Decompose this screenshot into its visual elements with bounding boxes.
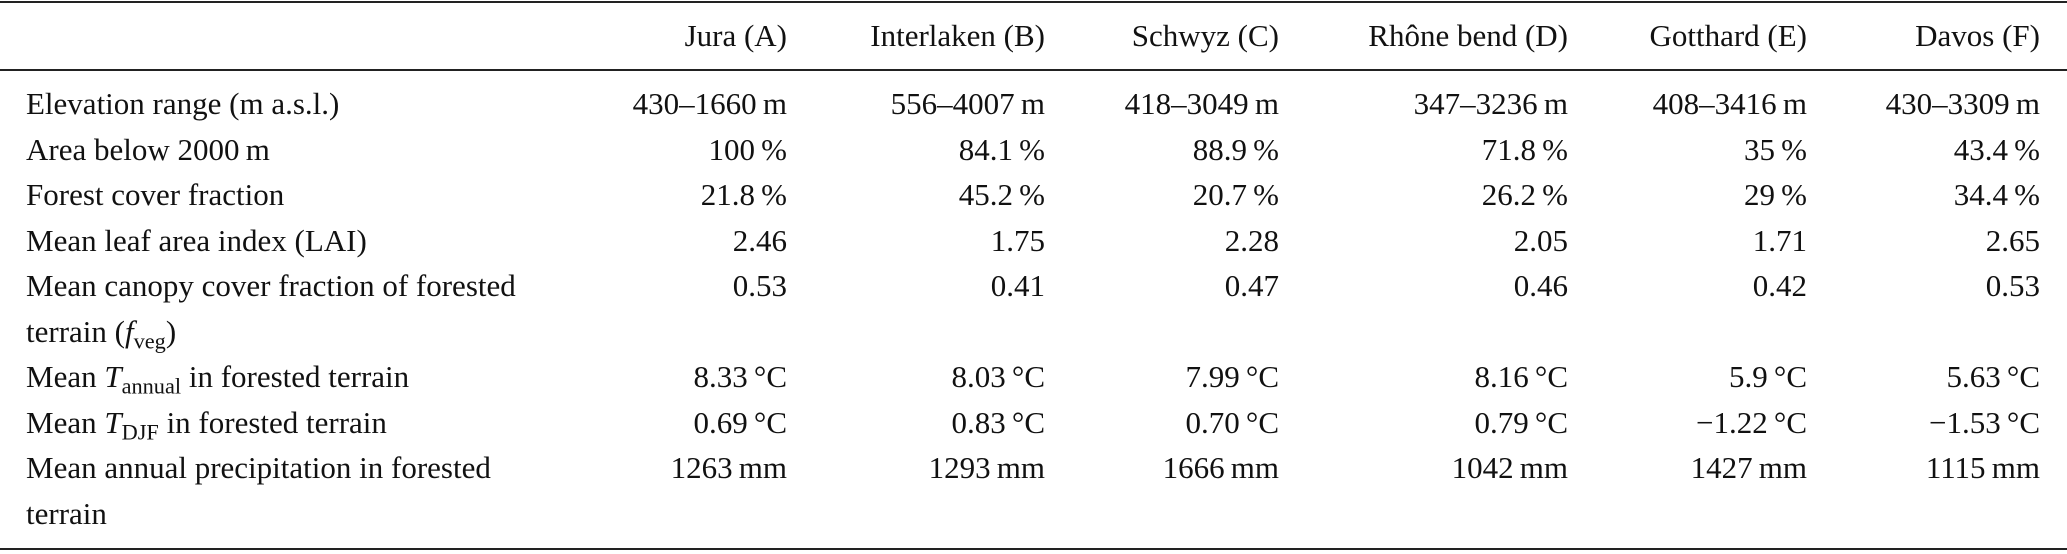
column-header: Rhône bend (D) bbox=[1368, 18, 1568, 53]
value-cell: 100 % bbox=[708, 131, 787, 167]
label-text: Mean canopy cover fraction of forested t… bbox=[26, 268, 516, 349]
label-text: Mean bbox=[26, 359, 105, 394]
value-cell: 1263 mm bbox=[670, 450, 787, 485]
label-text: veg bbox=[133, 328, 166, 354]
value-cell: 5.63 °C bbox=[1946, 359, 2040, 394]
column-header: Interlaken (B) bbox=[870, 18, 1045, 53]
value-cell: 0.79 °C bbox=[1474, 404, 1568, 440]
value-cell: 20.7 % bbox=[1192, 177, 1279, 212]
value-cell: 1427 mm bbox=[1690, 450, 1807, 485]
table-row: Forest cover fraction 21.8 % 45.2 % 20.7 % 2… bbox=[0, 172, 2067, 218]
value-cell: 29 % bbox=[1743, 177, 1807, 212]
value-cell: 0.42 bbox=[1752, 268, 1807, 303]
row-label: Mean canopy cover fraction of forested t… bbox=[0, 263, 526, 354]
header-row: Jura (A) Interlaken (B) Schwyz (C) Rhône be… bbox=[0, 2, 2067, 70]
column-header: Schwyz (C) bbox=[1131, 18, 1279, 53]
row-label: Area below 2000 m bbox=[0, 127, 526, 173]
value-cell: 0.70 °C bbox=[1185, 404, 1279, 440]
value-cell: 21.8 % bbox=[700, 177, 787, 212]
column-header: Jura (A) bbox=[684, 18, 787, 53]
value-cell: 84.1 % bbox=[958, 131, 1045, 167]
value-cell: 8.16 °C bbox=[1474, 359, 1568, 394]
table-row: Area below 2000 m 100 % 84.1 % 88.9 % 71.8 %… bbox=[0, 127, 2067, 173]
value-cell: 1115 mm bbox=[1925, 450, 2040, 485]
label-text: Mean leaf area index (LAI) bbox=[26, 222, 367, 258]
value-cell: 430–1660 m bbox=[632, 86, 787, 121]
row-label: Mean TDJF in forested terrain bbox=[0, 400, 526, 446]
table-row: Mean leaf area index (LAI) 2.46 1.75 2.28 2.… bbox=[0, 218, 2067, 264]
value-cell: 2.46 bbox=[732, 222, 787, 258]
value-cell: 430–3309 m bbox=[1885, 86, 2040, 121]
value-cell: 2.28 bbox=[1224, 222, 1279, 258]
value-cell: 26.2 % bbox=[1481, 177, 1568, 212]
corner-cell bbox=[0, 2, 526, 70]
label-text: in forested terrain bbox=[158, 404, 387, 440]
row-label: Elevation range (m a.s.l.) bbox=[0, 70, 526, 127]
table-row: Mean Tannual in forested terrain 8.33 °C 8… bbox=[0, 354, 2067, 400]
label-text: in forested terrain bbox=[181, 359, 410, 394]
value-cell: 0.47 bbox=[1224, 268, 1279, 303]
label-text: Mean bbox=[26, 404, 105, 440]
value-cell: 5.9 °C bbox=[1728, 359, 1807, 394]
value-cell: 45.2 % bbox=[958, 177, 1045, 212]
value-cell: 2.05 bbox=[1513, 222, 1568, 258]
table-body: Elevation range (m a.s.l.) 430–1660 m 556–… bbox=[0, 70, 2067, 549]
row-label: Mean annual precipitation in forested te… bbox=[0, 445, 526, 549]
value-cell: 8.33 °C bbox=[693, 359, 787, 394]
value-cell: 7.99 °C bbox=[1185, 359, 1279, 394]
label-text: annual bbox=[121, 373, 182, 399]
label-text: T bbox=[104, 404, 122, 440]
value-cell: 0.46 bbox=[1513, 268, 1568, 303]
value-cell: 1.71 bbox=[1752, 222, 1807, 258]
value-cell: 71.8 % bbox=[1481, 131, 1568, 167]
value-cell: 0.53 bbox=[1985, 268, 2040, 303]
label-text: T bbox=[104, 359, 122, 394]
value-cell: −1.22 °C bbox=[1695, 404, 1807, 440]
label-text: Mean annual precipitation in forested te… bbox=[26, 450, 491, 531]
label-text: DJF bbox=[121, 419, 159, 445]
label-text: ) bbox=[165, 313, 177, 349]
column-header: Gotthard (E) bbox=[1649, 18, 1807, 53]
label-text: Elevation range (m a.s.l.) bbox=[26, 86, 340, 121]
row-label: Forest cover fraction bbox=[0, 172, 526, 218]
table-row: Elevation range (m a.s.l.) 430–1660 m 556–… bbox=[0, 70, 2067, 127]
value-cell: −1.53 °C bbox=[1928, 404, 2040, 440]
value-cell: 35 % bbox=[1743, 131, 1807, 167]
value-cell: 0.83 °C bbox=[951, 404, 1045, 440]
value-cell: 1666 mm bbox=[1162, 450, 1279, 485]
table-header: Jura (A) Interlaken (B) Schwyz (C) Rhône be… bbox=[0, 2, 2067, 70]
row-label: Mean leaf area index (LAI) bbox=[0, 218, 526, 264]
value-cell: 347–3236 m bbox=[1413, 86, 1568, 121]
value-cell: 0.41 bbox=[990, 268, 1045, 303]
value-cell: 1042 mm bbox=[1451, 450, 1568, 485]
value-cell: 88.9 % bbox=[1192, 131, 1279, 167]
label-text: f bbox=[124, 313, 134, 349]
column-header: Davos (F) bbox=[1915, 18, 2040, 53]
value-cell: 1293 mm bbox=[928, 450, 1045, 485]
row-label: Mean Tannual in forested terrain bbox=[0, 354, 526, 400]
table-row: Mean canopy cover fraction of forested t… bbox=[0, 263, 2067, 354]
value-cell: 8.03 °C bbox=[951, 359, 1045, 394]
value-cell: 34.4 % bbox=[1953, 177, 2040, 212]
value-cell: 0.69 °C bbox=[693, 404, 787, 440]
value-cell: 2.65 bbox=[1985, 222, 2040, 258]
label-text: Area below 2000 m bbox=[26, 131, 270, 167]
value-cell: 408–3416 m bbox=[1652, 86, 1807, 121]
value-cell: 418–3049 m bbox=[1124, 86, 1279, 121]
value-cell: 43.4 % bbox=[1953, 131, 2040, 167]
table-row: Mean annual precipitation in forested te… bbox=[0, 445, 2067, 549]
value-cell: 0.53 bbox=[732, 268, 787, 303]
label-text: Forest cover fraction bbox=[26, 177, 285, 212]
value-cell: 1.75 bbox=[990, 222, 1045, 258]
value-cell: 556–4007 m bbox=[890, 86, 1045, 121]
table-row: Mean TDJF in forested terrain 0.69 °C 0.83… bbox=[0, 400, 2067, 446]
